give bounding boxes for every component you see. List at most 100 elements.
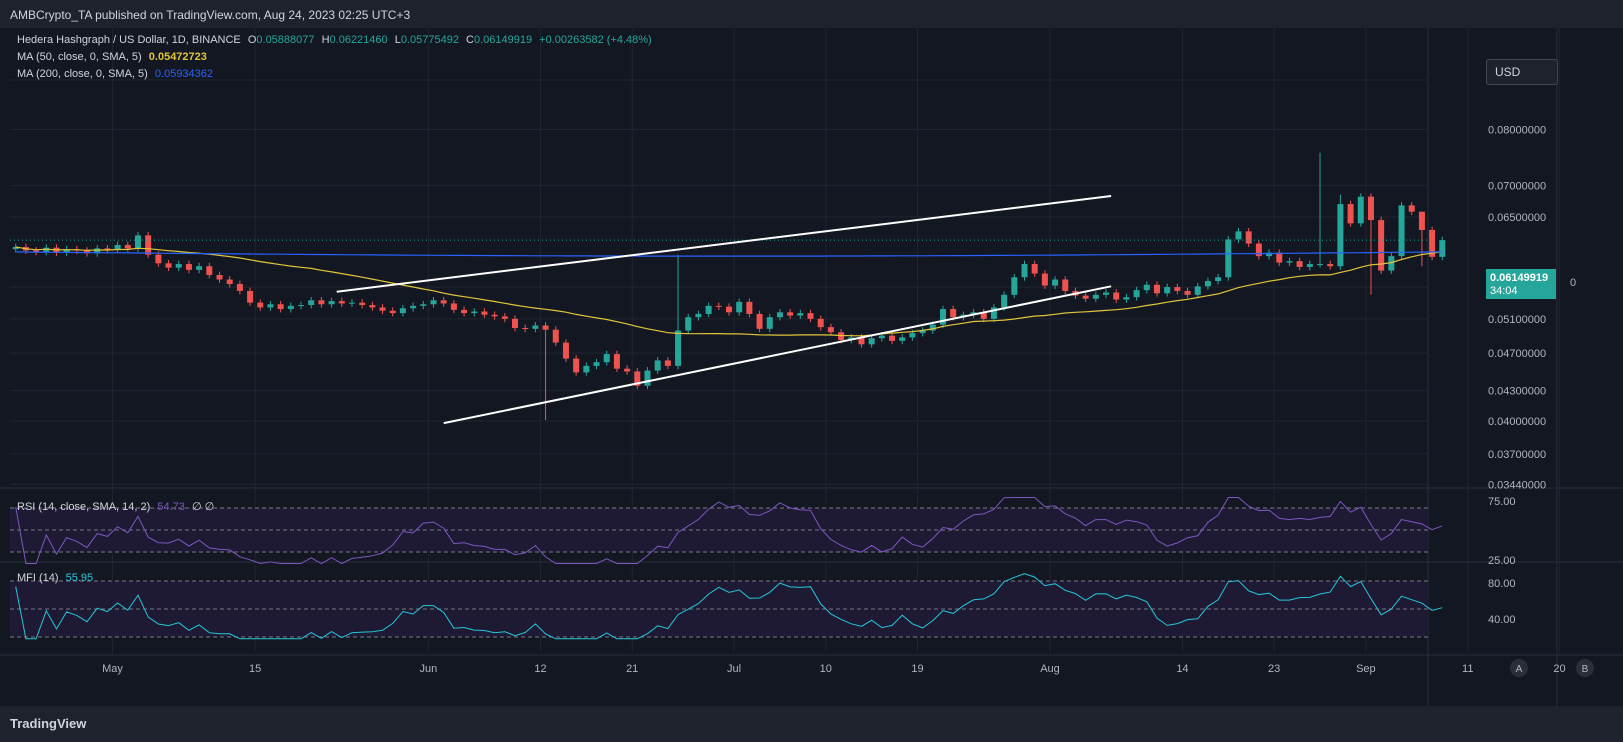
candle-body [348,302,355,304]
candle-body [114,244,121,250]
mfi-line [15,573,1443,640]
candle-body [583,365,590,373]
candle-body [43,247,50,252]
candle-body [1357,196,1364,224]
candle-body [1123,297,1130,300]
time-tick-label: 15 [249,663,261,675]
candle-body [1225,239,1232,278]
candle-body [654,360,661,371]
candle-body [359,302,366,306]
price-tick-label: 0.04700000 [1488,348,1546,360]
price-tick-label: 0.07000000 [1488,181,1546,193]
chart-canvas[interactable]: 0.090000000.080000000.070000000.06500000… [0,28,1623,706]
candle-body [827,327,834,333]
candle-body [410,305,417,309]
ma200-value: 0.05934362 [154,68,214,80]
time-tick-label: 10 [820,663,832,675]
candle-body [471,311,478,314]
candle-body [1011,277,1018,295]
candle-body [685,317,692,331]
rsi-legend: RSI (14, close, SMA, 14, 2) 54.73 ∅ ∅ [17,500,218,513]
ohlc-close: 0.06149919 [473,34,533,46]
candle-body [145,235,152,255]
candle-body [196,266,203,270]
candle-body [481,311,488,315]
candle-body [1082,295,1089,299]
candle-body [593,362,600,366]
candle-body [1174,287,1181,291]
candle-body [267,304,274,308]
ma50-value: 0.05472723 [148,51,207,63]
ohlc-close-label: C [466,34,474,46]
candle-body [1133,290,1140,298]
chart-frame[interactable]: 0.090000000.080000000.070000000.06500000… [0,28,1623,706]
rsi-tick-label: 75.00 [1488,496,1516,508]
mfi-tick-label: 40.00 [1488,614,1516,626]
candle-body [1041,273,1048,286]
candle-body [369,305,376,308]
candle-body [226,279,233,285]
candle-body [725,306,732,313]
candle-body [277,304,284,310]
candle-body [776,312,783,318]
time-tick-label: May [102,663,123,675]
candle-body [1347,204,1354,224]
ohlc-high-label: H [321,34,330,46]
candle-body [440,300,447,304]
candle-body [298,305,305,307]
time-tick-label: Aug [1040,663,1060,675]
ohlc-low-label: L [394,34,401,46]
candle-body [675,330,682,366]
ohlc-open-label: O [247,34,257,46]
candle-body [236,284,243,291]
time-tick-label: 11 [1462,663,1473,675]
candle-body [817,318,824,328]
price-tick-label: 0.04300000 [1488,386,1546,398]
candle-body [522,328,529,330]
candle-body [664,360,671,366]
time-tick-label: Jun [420,663,438,675]
candle-body [1184,290,1191,295]
candle-body [318,300,325,305]
candle-body [389,310,396,314]
mfi-legend: MFI (14) 55.95 [17,572,97,584]
candle-body [939,309,946,325]
candle-body [532,325,539,329]
scale-button-a[interactable] [1510,659,1528,677]
candle-body [399,308,406,314]
candle-body [1245,231,1252,244]
price-tick-label: 0.04000000 [1488,416,1546,428]
candle-body [542,325,549,330]
scale-button-label: B [1582,664,1589,675]
candle-body [430,300,437,305]
candle-body [1255,243,1262,257]
ohlc-change: +0.00263582 (+4.48%) [539,34,652,46]
scale-button-b[interactable] [1576,659,1594,677]
candle-body [1215,277,1222,282]
footer: TradingView [0,706,1623,742]
candle-body [1164,287,1171,294]
ma50-line [15,246,1443,337]
indicator-lines [10,239,1443,640]
candle-body [185,264,192,270]
candle-body [1153,284,1160,294]
candle-body [216,275,223,280]
price-tick-label: 0.05100000 [1488,314,1546,326]
ohlc-low: 0.05775492 [400,34,459,46]
candle-body [705,305,712,314]
candle-body [94,248,101,254]
candle-body [1062,279,1069,291]
candle-body [736,301,743,313]
price-tick-label: 0.03700000 [1488,449,1546,461]
price-tick-label: 0.03440000 [1488,479,1546,491]
candle-body [1429,229,1436,257]
currency-select[interactable]: USD [1486,59,1558,85]
drawings-layer[interactable] [336,195,1112,425]
candle-body [328,301,335,305]
ma200-legend: MA (200, close, 0, SMA, 5) 0.05934362 [17,68,217,80]
candle-body [84,250,91,254]
candle-body [33,250,40,252]
time-tick-label: Jul [727,663,741,675]
tradingview-logo[interactable]: TradingView [10,716,87,731]
candle-body [1378,220,1385,271]
